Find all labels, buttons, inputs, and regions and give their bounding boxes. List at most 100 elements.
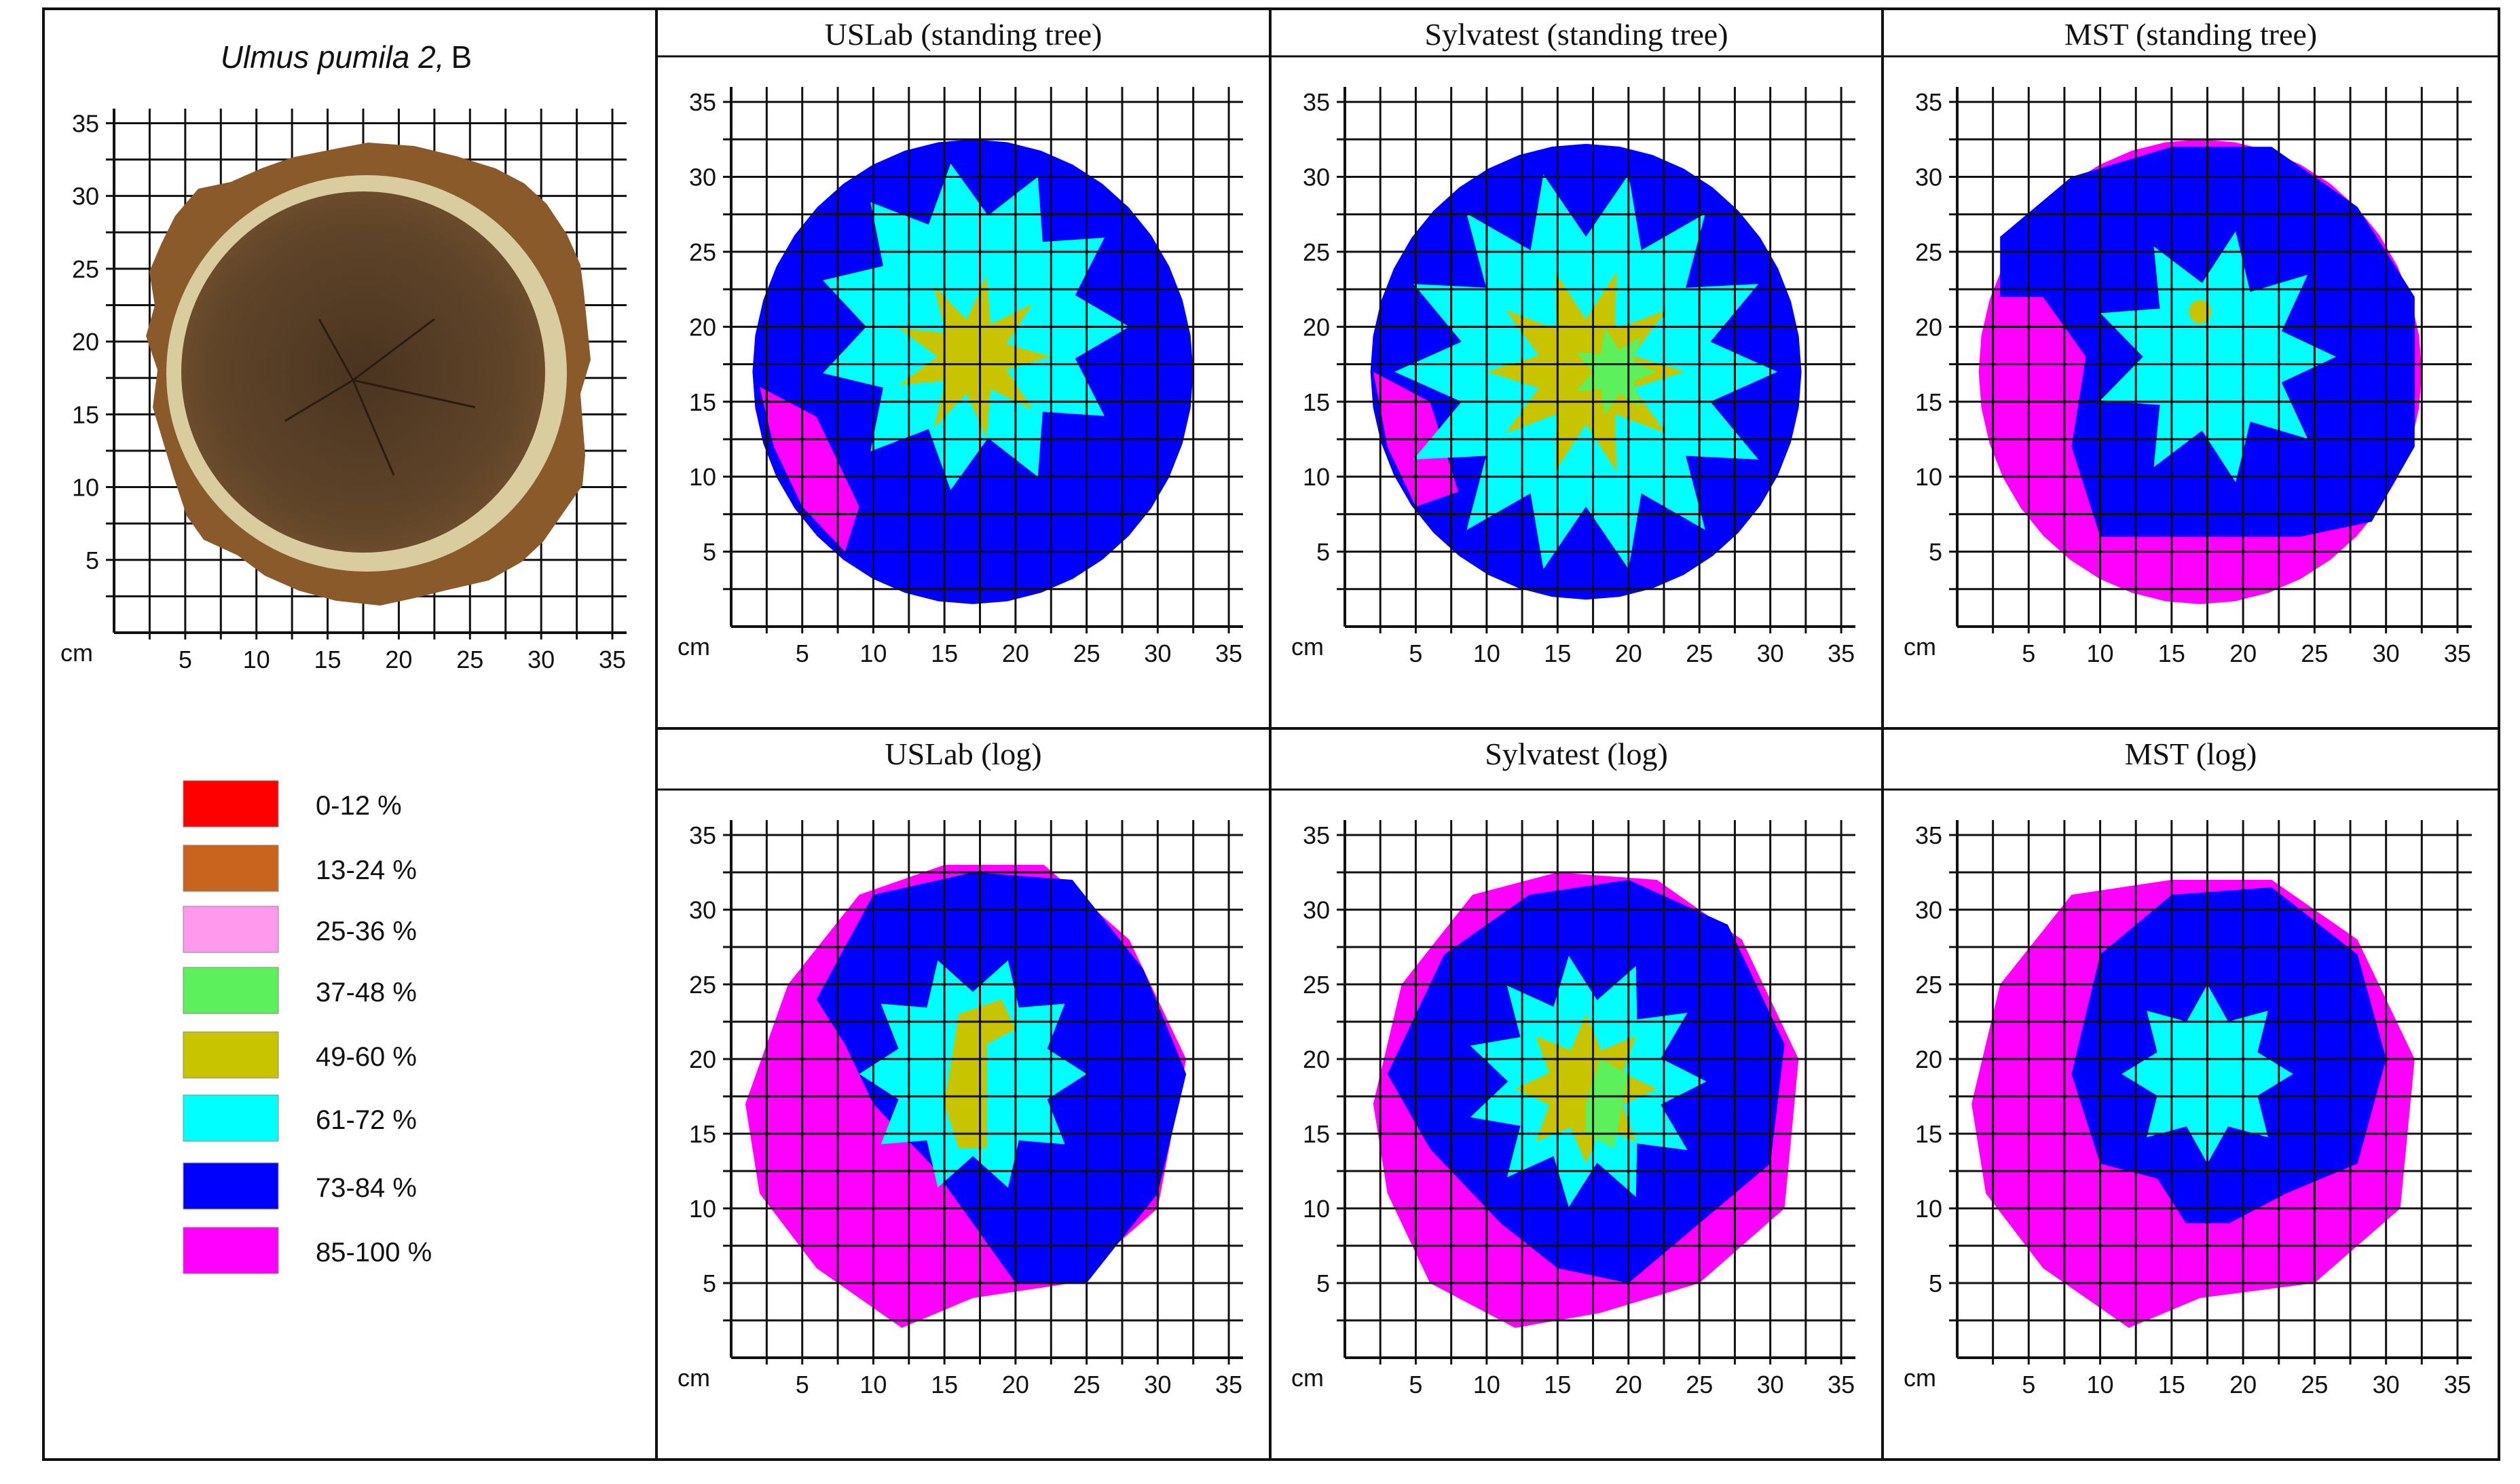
grid-lines — [723, 87, 1243, 633]
x-tick-label: 30 — [2373, 639, 2400, 667]
y-tick-label: 20 — [1915, 1045, 1942, 1073]
tomogram-panel: Sylvatest (log) 5 5 10 10 15 15 20 20 25 25 30 30 35 3… — [1291, 737, 1855, 1398]
x-tick-label: 20 — [2229, 1371, 2257, 1398]
tomogram-panel: Sylvatest (standing tree) 5 5 10 10 15 15 20 20 2… — [1291, 17, 1855, 667]
x-tick-label: 15 — [2158, 1371, 2185, 1398]
x-tick-label: 25 — [1686, 1371, 1713, 1398]
y-tick-label: 5 — [1929, 538, 1942, 566]
panel-title: Sylvatest (standing tree) — [1424, 17, 1728, 52]
axis-unit: cm — [1904, 1364, 1936, 1392]
legend-label: 49-60 % — [316, 1042, 417, 1072]
legend-item: 73-84 % — [183, 1162, 417, 1210]
x-tick-label: 15 — [1544, 1371, 1571, 1398]
y-tick-label: 15 — [1303, 388, 1330, 416]
y-tick-label: 10 — [72, 474, 99, 502]
x-tick-label: 20 — [1615, 639, 1642, 667]
x-tick-label: 35 — [2444, 639, 2471, 667]
sample-panel: Ulmus pumila 2, B 5 5 10 10 15 15 20 20 25 25 30 30 3… — [60, 39, 627, 673]
velocity-zone — [2100, 231, 2336, 483]
y-tick-label: 20 — [1303, 313, 1330, 341]
legend-swatch — [183, 845, 279, 892]
x-tick-label: 20 — [385, 646, 412, 673]
wood-cracks — [284, 318, 476, 476]
legend-label: 25-36 % — [316, 916, 417, 946]
x-tick-label: 15 — [314, 646, 341, 673]
x-tick-label: 5 — [796, 639, 809, 667]
grid-lines — [723, 820, 1243, 1365]
sample-species: Ulmus pumila 2, — [221, 39, 445, 75]
y-tick-label: 15 — [689, 1120, 716, 1148]
y-tick-label: 30 — [1303, 896, 1330, 924]
y-tick-label: 15 — [1915, 388, 1942, 416]
legend-swatch — [183, 1162, 279, 1210]
y-tick-label: 25 — [1915, 971, 1942, 999]
x-tick-label: 5 — [179, 646, 192, 673]
x-tick-label: 10 — [2087, 1371, 2114, 1398]
x-tick-label: 35 — [1828, 639, 1855, 667]
y-tick-label: 35 — [72, 109, 99, 137]
y-tick-label: 15 — [1915, 1120, 1942, 1148]
y-tick-label: 30 — [689, 896, 716, 924]
y-tick-label: 5 — [1316, 538, 1330, 566]
y-tick-label: 15 — [72, 401, 99, 428]
legend-item: 13-24 % — [183, 845, 417, 892]
y-tick-label: 10 — [1915, 463, 1942, 491]
x-tick-label: 5 — [1409, 639, 1422, 667]
y-tick-label: 10 — [689, 1195, 716, 1223]
x-tick-label: 5 — [2022, 639, 2035, 667]
panel-title: Sylvatest (log) — [1485, 737, 1668, 771]
legend-item: 0-12 % — [183, 780, 402, 828]
y-tick-label: 20 — [1915, 313, 1942, 341]
legend-swatch — [183, 1031, 279, 1079]
x-tick-label: 15 — [931, 639, 958, 667]
y-tick-label: 30 — [72, 183, 99, 210]
x-tick-label: 15 — [931, 1371, 958, 1398]
x-tick-label: 35 — [2444, 1371, 2471, 1398]
legend-item: 61-72 % — [183, 1094, 417, 1142]
y-tick-label: 25 — [1303, 971, 1330, 999]
y-tick-label: 5 — [86, 546, 99, 574]
x-tick-label: 30 — [2373, 1371, 2400, 1398]
tomogram-panels: USLab (standing tree) 5 5 10 10 15 15 20 20 25 25 3… — [678, 17, 2472, 1398]
y-tick-label: 15 — [689, 388, 716, 416]
x-tick-label: 35 — [1828, 1371, 1855, 1398]
y-tick-label: 30 — [1303, 164, 1330, 191]
y-tick-label: 30 — [1915, 164, 1942, 191]
tomogram-panel: MST (log) 5 5 10 10 15 15 20 20 25 25 30 30 35 35 cm — [1904, 737, 2472, 1398]
y-tick-label: 20 — [72, 328, 99, 356]
legend: 0-12 % 13-24 % 25-36 % 37-48 % 49-60 % 61-72 … — [183, 780, 432, 1274]
y-tick-label: 25 — [1303, 238, 1330, 266]
x-tick-label: 30 — [1144, 1371, 1171, 1398]
tomogram-panel: MST (standing tree) 5 5 10 10 15 15 20 20 25 25 30 3… — [1904, 17, 2472, 667]
legend-item: 85-100 % — [183, 1227, 432, 1274]
axis-unit: cm — [60, 639, 93, 667]
legend-item: 49-60 % — [183, 1031, 417, 1079]
x-tick-label: 25 — [2301, 1371, 2328, 1398]
legend-label: 0-12 % — [316, 791, 402, 821]
x-tick-label: 20 — [2229, 639, 2257, 667]
x-tick-label: 5 — [1409, 1371, 1422, 1398]
x-tick-label: 5 — [796, 1371, 809, 1398]
y-tick-label: 10 — [689, 463, 716, 491]
y-tick-label: 35 — [1303, 821, 1330, 849]
x-tick-label: 25 — [1073, 1371, 1100, 1398]
y-tick-label: 10 — [1303, 463, 1330, 491]
x-tick-label: 25 — [1073, 639, 1100, 667]
x-tick-label: 10 — [859, 1371, 887, 1398]
y-tick-label: 25 — [1915, 238, 1942, 266]
x-tick-label: 25 — [2301, 639, 2328, 667]
y-tick-label: 35 — [1915, 88, 1942, 116]
x-tick-label: 25 — [1686, 639, 1713, 667]
legend-item: 37-48 % — [183, 967, 417, 1014]
y-tick-label: 30 — [1915, 896, 1942, 924]
legend-label: 37-48 % — [316, 978, 417, 1007]
y-tick-label: 5 — [1929, 1269, 1942, 1297]
tomogram-fill — [1370, 143, 1802, 600]
x-tick-label: 30 — [1757, 639, 1784, 667]
x-tick-label: 15 — [2158, 639, 2185, 667]
x-tick-label: 30 — [1144, 639, 1171, 667]
y-tick-label: 15 — [1303, 1120, 1330, 1148]
x-tick-label: 20 — [1002, 639, 1029, 667]
axis-unit: cm — [678, 1364, 710, 1392]
